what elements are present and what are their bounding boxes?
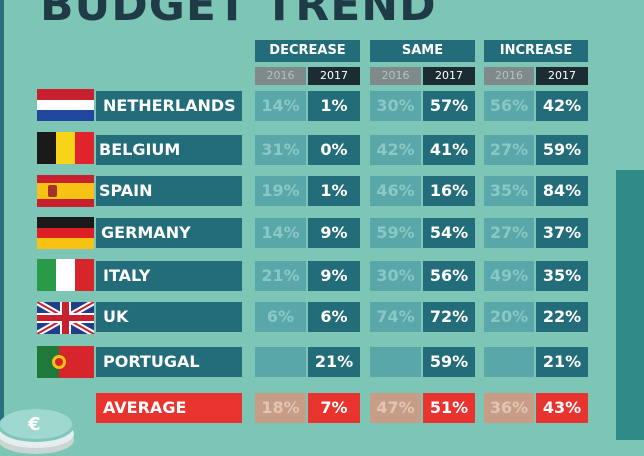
value-cell: 21% bbox=[255, 261, 306, 291]
netherlands-flag-icon bbox=[37, 89, 94, 121]
year-header-2016: 2016 bbox=[370, 67, 421, 85]
value-cell: 72% bbox=[423, 302, 475, 332]
svg-text:€: € bbox=[27, 414, 41, 435]
value-cell: 59% bbox=[536, 135, 588, 165]
value-cell: 74% bbox=[370, 302, 421, 332]
average-value-cell: 7% bbox=[308, 393, 360, 423]
value-cell: 41% bbox=[423, 135, 475, 165]
average-value-cell: 51% bbox=[423, 393, 475, 423]
value-cell: 21% bbox=[536, 347, 588, 377]
year-header-2017: 2017 bbox=[308, 67, 360, 85]
group-header-decrease: DECREASE bbox=[255, 40, 360, 62]
value-cell: 42% bbox=[536, 91, 588, 121]
uk-flag-icon bbox=[37, 302, 94, 334]
average-value-cell: 36% bbox=[484, 393, 534, 423]
right-edge-decoration bbox=[616, 170, 644, 440]
value-cell: 6% bbox=[308, 302, 360, 332]
row-label-netherlands: NETHERLANDS bbox=[96, 91, 242, 121]
value-cell: 46% bbox=[370, 176, 421, 206]
left-edge-decoration bbox=[0, 0, 4, 440]
value-cell: 22% bbox=[536, 302, 588, 332]
year-header-2017: 2017 bbox=[536, 67, 588, 85]
value-cell bbox=[370, 347, 421, 377]
value-cell: 59% bbox=[423, 347, 475, 377]
row-label-germany: GERMANY bbox=[96, 218, 242, 248]
spain-flag-icon bbox=[37, 175, 94, 207]
euro-coin-icon: € bbox=[0, 409, 74, 454]
value-cell: 30% bbox=[370, 261, 421, 291]
row-label-belgium: BELGIUM bbox=[96, 135, 242, 165]
row-label-portugal: PORTUGAL bbox=[96, 347, 242, 377]
value-cell: 14% bbox=[255, 218, 306, 248]
value-cell: 14% bbox=[255, 91, 306, 121]
value-cell: 27% bbox=[484, 135, 534, 165]
chart-title: BUDGET TREND bbox=[40, 0, 437, 31]
year-header-2016: 2016 bbox=[484, 67, 534, 85]
value-cell: 9% bbox=[308, 218, 360, 248]
average-value-cell: 47% bbox=[370, 393, 421, 423]
portugal-flag-icon bbox=[37, 346, 94, 378]
value-cell: 0% bbox=[308, 135, 360, 165]
value-cell: 21% bbox=[308, 347, 360, 377]
value-cell: 35% bbox=[484, 176, 534, 206]
germany-flag-icon bbox=[37, 217, 94, 249]
value-cell: 27% bbox=[484, 218, 534, 248]
value-cell: 16% bbox=[423, 176, 475, 206]
value-cell bbox=[255, 347, 306, 377]
row-label-italy: ITALY bbox=[96, 261, 242, 291]
value-cell: 84% bbox=[536, 176, 588, 206]
value-cell: 9% bbox=[308, 261, 360, 291]
value-cell: 56% bbox=[484, 91, 534, 121]
value-cell: 57% bbox=[423, 91, 475, 121]
belgium-flag-icon bbox=[37, 132, 94, 164]
row-label-spain: SPAIN bbox=[96, 176, 242, 206]
value-cell: 42% bbox=[370, 135, 421, 165]
value-cell: 49% bbox=[484, 261, 534, 291]
row-label-average: AVERAGE bbox=[96, 393, 242, 423]
average-value-cell: 18% bbox=[255, 393, 306, 423]
row-label-uk: UK bbox=[96, 302, 242, 332]
value-cell: 1% bbox=[308, 91, 360, 121]
value-cell: 35% bbox=[536, 261, 588, 291]
italy-flag-icon bbox=[37, 259, 94, 291]
value-cell: 31% bbox=[255, 135, 306, 165]
average-value-cell: 43% bbox=[536, 393, 588, 423]
year-header-2017: 2017 bbox=[423, 67, 475, 85]
year-header-2016: 2016 bbox=[255, 67, 306, 85]
value-cell: 56% bbox=[423, 261, 475, 291]
value-cell: 1% bbox=[308, 176, 360, 206]
value-cell: 6% bbox=[255, 302, 306, 332]
value-cell: 37% bbox=[536, 218, 588, 248]
value-cell bbox=[484, 347, 534, 377]
value-cell: 59% bbox=[370, 218, 421, 248]
value-cell: 20% bbox=[484, 302, 534, 332]
group-header-same: SAME bbox=[370, 40, 475, 62]
value-cell: 54% bbox=[423, 218, 475, 248]
group-header-increase: INCREASE bbox=[484, 40, 588, 62]
value-cell: 30% bbox=[370, 91, 421, 121]
value-cell: 19% bbox=[255, 176, 306, 206]
